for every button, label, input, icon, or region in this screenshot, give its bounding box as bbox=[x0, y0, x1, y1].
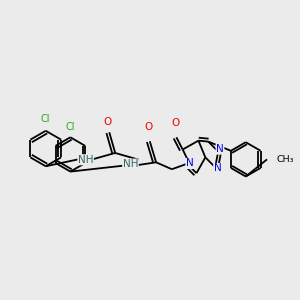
Text: Cl: Cl bbox=[66, 122, 75, 132]
Text: NH: NH bbox=[123, 159, 138, 169]
Text: NH: NH bbox=[78, 155, 93, 165]
Text: O: O bbox=[171, 118, 179, 128]
Text: N: N bbox=[216, 144, 224, 154]
Text: N: N bbox=[214, 164, 221, 173]
Text: N: N bbox=[186, 158, 194, 169]
Text: Cl: Cl bbox=[41, 114, 50, 124]
Text: CH₃: CH₃ bbox=[277, 155, 294, 164]
Text: O: O bbox=[104, 117, 112, 127]
Text: O: O bbox=[145, 122, 153, 132]
